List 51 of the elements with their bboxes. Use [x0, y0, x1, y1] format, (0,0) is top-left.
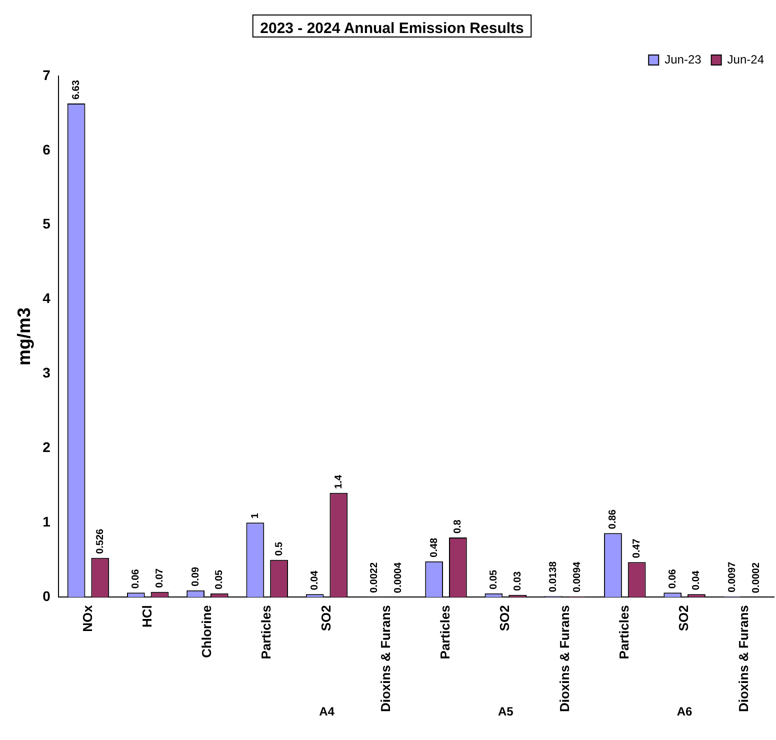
x-tick-label: Particles [438, 605, 453, 660]
x-tick-label: SO2 [318, 605, 334, 632]
data-label: 0.0097 [727, 561, 738, 592]
x-tick-label: SO2 [676, 605, 692, 632]
y-tick-label: 1 [42, 514, 51, 530]
x-tick-label: Dioxins & Furans [378, 605, 393, 712]
legend-label: Jun-24 [727, 52, 764, 66]
x-tick-label: NOx [80, 604, 95, 632]
data-label: 0.47 [632, 538, 643, 558]
data-label: 0.86 [608, 509, 619, 530]
data-label: 1 [250, 512, 261, 519]
chart-title: 2023 - 2024 Annual Emission Results [260, 20, 524, 38]
data-label: 0.05 [214, 569, 226, 590]
data-label: 0.8 [452, 519, 464, 534]
data-label: 6.63 [71, 80, 82, 100]
data-label: 0.48 [428, 537, 440, 558]
data-label: 0.07 [154, 568, 166, 588]
x-tick-label: Dioxins & Furans [736, 605, 751, 712]
x-tick-label: Dioxins & Furans [556, 605, 572, 712]
data-label: 0.03 [512, 570, 524, 591]
y-tick-label: 3 [42, 364, 51, 381]
y-tick-label: 6 [42, 141, 51, 158]
data-label: 0.5 [274, 542, 285, 556]
x-tick-label: SO2 [497, 605, 512, 632]
data-label: 0.0022 [369, 562, 380, 593]
x-tick-label: HCl [139, 605, 154, 628]
y-tick-label: 2 [42, 439, 51, 456]
data-label: 0.0138 [548, 561, 560, 592]
data-label: 0.06 [130, 568, 142, 589]
y-tick-label: 7 [42, 66, 51, 83]
data-label: 0.0004 [393, 562, 404, 594]
data-label: 0.05 [488, 569, 500, 590]
text: A6 [676, 704, 693, 718]
data-label: 0.04 [310, 570, 321, 590]
legend-label: Jun-23 [664, 52, 702, 66]
x-tick-label: Particles [616, 605, 632, 660]
data-label: 0.0002 [750, 562, 762, 594]
data-label: 0.0094 [572, 561, 583, 592]
data-label: 0.04 [691, 570, 702, 590]
data-label: 0.09 [190, 566, 202, 586]
y-axis-title: mg/m3 [14, 308, 34, 366]
y-tick-label: 4 [42, 290, 51, 306]
x-tick-label: Chlorine [199, 605, 214, 658]
text: A5 [498, 704, 514, 718]
text: A4 [319, 704, 335, 718]
x-tick-label: Particles [258, 605, 274, 660]
data-label: 0.526 [94, 528, 106, 554]
y-tick-label: 0 [42, 588, 51, 604]
y-tick-label: 5 [42, 216, 51, 232]
data-label: 1.4 [333, 474, 344, 489]
data-label: 0.06 [667, 568, 678, 589]
